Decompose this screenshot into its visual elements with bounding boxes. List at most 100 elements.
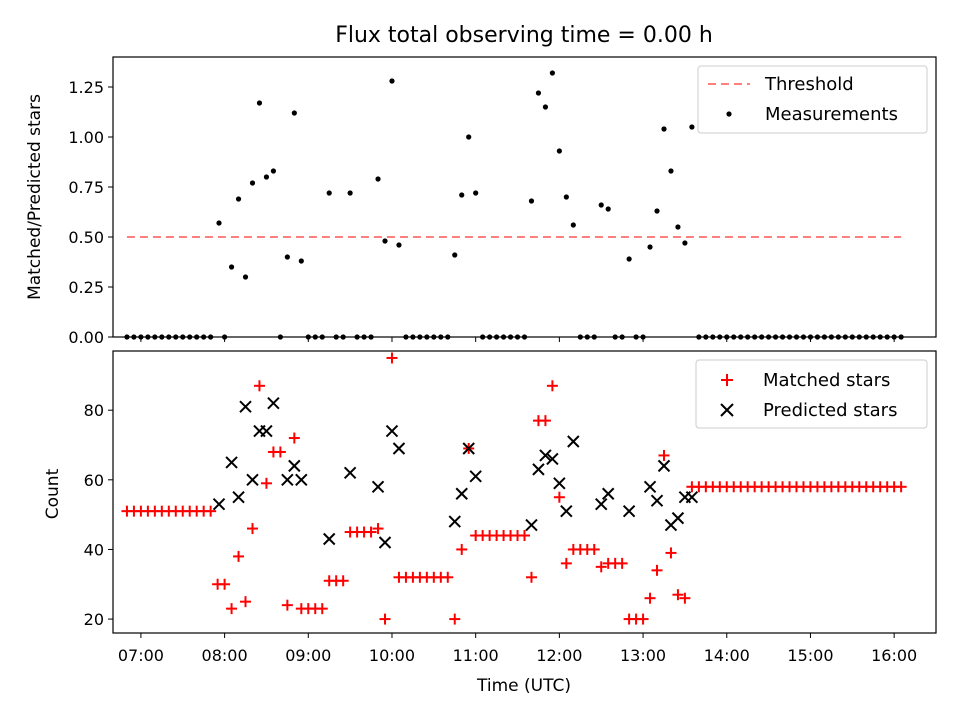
matched-star-marker <box>260 477 272 489</box>
matched-star-marker <box>588 543 600 555</box>
measurement-point <box>361 334 367 340</box>
predicted-star-marker <box>232 491 245 504</box>
predicted-star-marker <box>532 463 545 476</box>
measurement-point <box>180 334 186 340</box>
bottom-x-tick-label: 16:00 <box>871 646 917 665</box>
measurement-point <box>277 334 283 340</box>
measurement-point <box>410 334 416 340</box>
measurement-point <box>507 334 514 340</box>
predicted-star-marker <box>267 397 280 410</box>
matched-star-marker <box>372 523 384 535</box>
matched-star-marker <box>281 599 293 611</box>
measurement-point <box>326 190 332 196</box>
measurement-point <box>138 334 144 340</box>
bottom-y-tick-label: 60 <box>84 471 104 490</box>
measurement-point <box>417 334 423 340</box>
measurement-point <box>201 334 207 340</box>
matched-star-marker <box>456 543 468 555</box>
top-y-tick-label: 0.00 <box>68 328 104 347</box>
measurement-point <box>884 334 890 340</box>
predicted-star-marker <box>281 473 294 487</box>
legend-measurements-label: Measurements <box>765 104 898 125</box>
bottom-plot-frame <box>112 350 937 634</box>
matched-star-marker <box>519 530 530 542</box>
measurement-point <box>731 334 737 340</box>
measurement-point <box>159 334 165 340</box>
measurement-point <box>216 220 222 226</box>
matched-star-marker <box>560 557 572 569</box>
matched-star-marker <box>449 613 461 625</box>
bottom-y-tick-label: 40 <box>84 540 104 559</box>
matched-star-marker <box>679 592 691 604</box>
measurement-point <box>145 334 151 340</box>
measurement-point <box>389 78 395 84</box>
predicted-star-marker <box>553 477 566 490</box>
measurement-point <box>187 334 193 340</box>
top-legend: Threshold Measurements <box>697 65 928 134</box>
measurement-point <box>340 334 346 340</box>
top-y-tick-label: 0.50 <box>68 228 104 247</box>
matched-star-marker <box>386 352 398 364</box>
legend-matched-label: Matched stars <box>763 370 890 391</box>
predicted-star-marker <box>371 480 385 493</box>
predicted-star-marker <box>657 459 671 473</box>
measurement-point <box>305 334 311 340</box>
bottom-x-axis: 07:00 08:00 09:00 10:00 11:00 12:00 13:00 14:00… <box>118 633 917 665</box>
bottom-x-tick-label: 15:00 <box>787 646 833 665</box>
measurement-point <box>319 334 325 340</box>
chart-title: Flux total observing time = 0.00 h <box>335 23 713 48</box>
measurement-point <box>124 334 130 340</box>
measurement-point <box>675 224 681 230</box>
measurement-point <box>772 334 779 340</box>
matched-star-marker <box>539 415 551 427</box>
measurement-point <box>752 334 758 340</box>
measurement-point <box>284 254 290 260</box>
measurement-point <box>403 334 409 340</box>
predicted-star-marker <box>392 442 406 455</box>
predicted-star-marker <box>212 497 226 511</box>
measurement-point <box>347 190 353 196</box>
bottom-x-tick-label: 07:00 <box>118 646 164 665</box>
measurement-point <box>438 334 444 340</box>
bottom-y-axis-label: Count <box>43 468 63 519</box>
top-y-axis-label: Matched/Predicted stars <box>25 94 45 300</box>
matched-star-marker <box>651 564 663 576</box>
measurement-point <box>689 124 695 130</box>
predicted-star-marker <box>239 400 252 413</box>
matched-star-marker <box>219 578 231 590</box>
measurement-point <box>542 104 549 110</box>
predicted-star-marker <box>650 494 664 507</box>
measurement-point <box>598 202 604 208</box>
measurement-point <box>354 334 360 340</box>
measurement-point <box>577 334 583 340</box>
measurement-point <box>556 148 562 154</box>
measurement-point <box>619 334 625 340</box>
measurement-point <box>814 334 821 340</box>
measurement-point <box>514 334 521 340</box>
measurement-point <box>563 194 569 200</box>
measurement-point <box>849 334 855 340</box>
measurement-point <box>194 334 200 340</box>
measurement-point <box>703 334 709 340</box>
predicted-star-marker <box>455 487 468 500</box>
predicted-star-marker <box>385 424 399 438</box>
measurement-point <box>480 334 486 340</box>
matched-star-marker <box>205 505 217 517</box>
matched-star-marker <box>665 547 677 559</box>
matched-star-marker <box>637 613 649 625</box>
legend-predicted-label: Predicted stars <box>763 400 897 421</box>
predicted-star-marker <box>323 532 336 546</box>
measurement-point <box>166 334 172 340</box>
measurement-point <box>738 334 744 340</box>
predicted-star-marker <box>246 473 259 487</box>
matched-star-marker <box>672 589 684 601</box>
measurement-point <box>633 334 639 340</box>
predicted-star-marker <box>378 536 392 549</box>
matched-stars-points <box>121 352 907 625</box>
bottom-x-tick-label: 08:00 <box>202 646 248 665</box>
measurement-point <box>256 100 263 106</box>
bottom-x-tick-label: 11:00 <box>453 646 499 665</box>
top-y-tick-label: 1.00 <box>68 128 104 147</box>
bottom-x-tick-label: 12:00 <box>536 646 582 665</box>
measurement-point <box>431 334 437 340</box>
